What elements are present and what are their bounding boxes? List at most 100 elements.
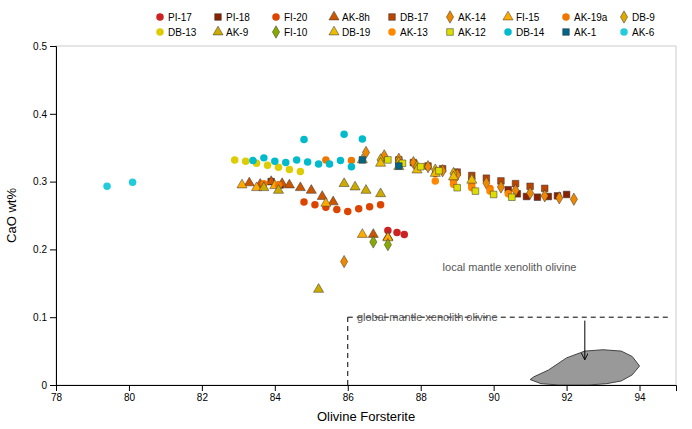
legend-label: AK-6 [632, 27, 655, 38]
point [311, 201, 318, 208]
legend-label: PI-18 [226, 12, 250, 23]
point [497, 181, 504, 193]
x-tick: 90 [489, 385, 501, 403]
x-tick-label: 94 [634, 392, 646, 403]
legend-marker [389, 14, 396, 21]
x-tick: 84 [270, 385, 282, 403]
x-tick: 80 [124, 385, 136, 403]
point [490, 191, 497, 198]
legend-label: AK-13 [400, 27, 428, 38]
series [341, 146, 578, 268]
point [300, 198, 307, 205]
point [231, 156, 238, 163]
legend-item: PI-18 [215, 12, 251, 23]
data-area [103, 130, 668, 385]
point [376, 157, 386, 166]
legend-label: FI-20 [284, 12, 308, 23]
point [357, 229, 367, 238]
x-axis-line [57, 386, 677, 392]
x-tick-label: 80 [124, 392, 136, 403]
point [541, 190, 548, 202]
legend-item: AK-1 [563, 27, 597, 38]
point [417, 163, 424, 170]
legend-marker [562, 13, 569, 20]
x-tick-label: 82 [197, 392, 209, 403]
x-tick-label: 84 [270, 392, 282, 403]
series [359, 157, 402, 170]
series [103, 179, 136, 191]
legend-label: AK-1 [574, 27, 597, 38]
legend-label: AK-19a [574, 12, 608, 23]
point [284, 179, 294, 188]
legend-marker [156, 13, 163, 20]
point [396, 163, 403, 170]
legend-item: DB-13 [156, 27, 197, 38]
point [361, 185, 371, 194]
series [249, 130, 366, 170]
plot: 78808284868890929400.10.20.30.40.5local … [33, 41, 676, 403]
point [286, 166, 293, 173]
legend-marker [504, 28, 511, 35]
legend-label: AK-14 [458, 12, 486, 23]
legend-label: DB-9 [632, 12, 655, 23]
y-tick: 0.3 [33, 176, 56, 187]
legend-label: AK-9 [226, 27, 249, 38]
annotation: global mantle xenolith olivine [357, 311, 498, 323]
legend-item: DB-19 [329, 26, 371, 38]
x-tick-label: 78 [51, 392, 63, 403]
y-tick: 0.4 [33, 109, 56, 120]
legend-marker [388, 28, 395, 35]
y-tick-mark [50, 317, 56, 318]
point [326, 160, 333, 167]
point [357, 154, 367, 163]
point [295, 182, 305, 191]
legend-marker [213, 26, 223, 35]
legend-marker [272, 13, 279, 20]
x-tick-mark [275, 385, 276, 391]
y-tick: 0 [41, 380, 56, 391]
series [300, 198, 384, 215]
point [527, 187, 534, 199]
legend-item: DB-9 [620, 11, 655, 23]
point [395, 156, 402, 168]
point [355, 205, 362, 212]
point [304, 158, 311, 165]
legend-label: AK-8h [342, 12, 370, 23]
point [534, 194, 541, 201]
point [333, 206, 340, 213]
legend-marker [446, 11, 453, 23]
point [340, 130, 347, 137]
point [337, 157, 344, 164]
series [237, 179, 393, 241]
point [249, 157, 256, 164]
annotation: local mantle xenolith olivine [443, 261, 577, 273]
point [273, 185, 283, 194]
point [300, 136, 307, 143]
point [271, 158, 278, 165]
legend-marker [620, 28, 627, 35]
x-tick-label: 90 [489, 392, 501, 403]
legend-label: DB-13 [168, 27, 197, 38]
y-tick: 0.5 [33, 41, 56, 52]
point [570, 193, 577, 205]
y-tick-label: 0.5 [33, 41, 47, 52]
y-tick-label: 0.3 [33, 176, 47, 187]
x-axis: 788082848688909294 [51, 385, 677, 403]
point [454, 184, 461, 191]
legend-label: FI-10 [284, 27, 308, 38]
legend-item: FI-15 [503, 11, 540, 23]
y-tick-label: 0.4 [33, 109, 47, 120]
x-axis-title: Olivine Forsterite [317, 409, 415, 424]
point [103, 183, 110, 190]
series [231, 156, 304, 175]
legend-item: DB-14 [504, 27, 545, 38]
y-tick: 0.1 [33, 312, 56, 323]
point [259, 182, 269, 191]
legend-label: DB-17 [400, 12, 429, 23]
point [448, 171, 458, 180]
reference-line [347, 317, 348, 385]
point [359, 157, 366, 164]
x-tick: 88 [416, 385, 428, 403]
legend-item: AK-12 [447, 27, 487, 38]
x-tick: 92 [562, 385, 574, 403]
